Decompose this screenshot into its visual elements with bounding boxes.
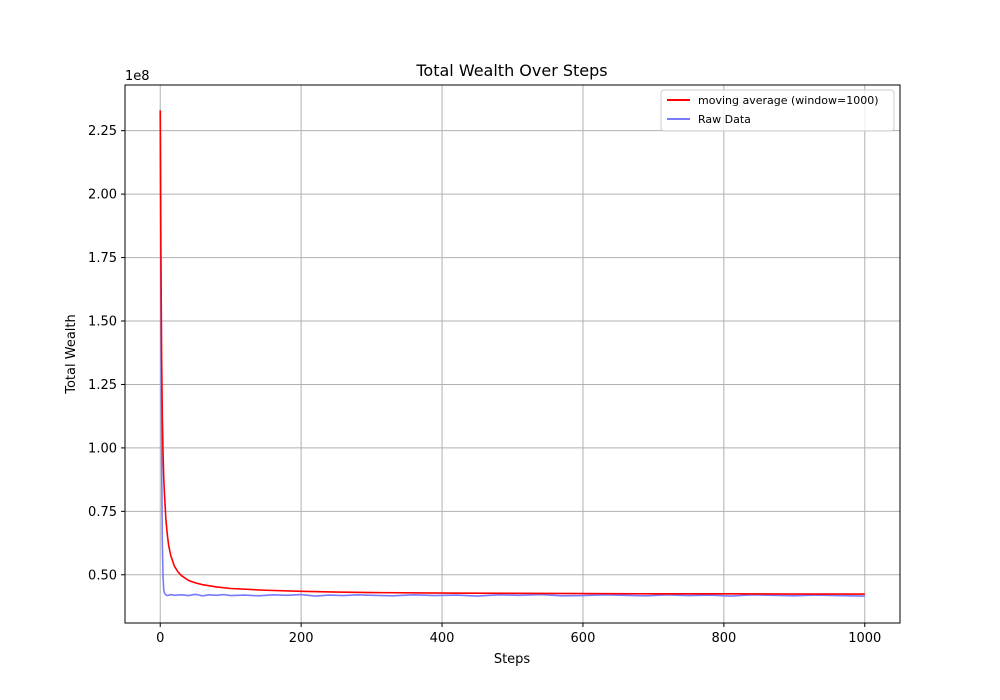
y-tick-label: 0.75 [88,505,117,520]
x-tick-label: 200 [289,631,314,646]
y-axis-offset-label: 1e8 [125,69,150,84]
legend: moving average (window=1000) Raw Data [660,89,895,132]
x-axis-label: Steps [494,652,531,667]
y-axis-label: Total Wealth [64,314,79,395]
x-tick-label: 600 [571,631,596,646]
legend-label-moving-average: moving average (window=1000) [698,94,879,107]
legend-box [660,89,895,132]
x-tick-label: 400 [430,631,455,646]
series-lines [159,110,865,597]
y-tick-label: 1.25 [88,378,117,393]
y-tick-label: 1.00 [88,441,117,456]
legend-label-raw-data: Raw Data [698,113,751,126]
raw-data-line [159,110,865,597]
y-tick-label: 1.75 [88,251,117,266]
x-tick-label: 800 [711,631,736,646]
grid [125,85,900,623]
y-tick-label: 0.50 [88,568,117,583]
y-tick-label: 1.50 [88,315,117,330]
y-tick-label: 2.00 [88,188,117,203]
axis-ticks: 0 200 400 600 800 1000 0.50 0.75 1.00 1.25 1.50 1.7… [88,124,881,646]
moving-average-line [159,110,865,595]
y-tick-label: 2.25 [88,124,117,139]
x-tick-label: 1000 [848,631,881,646]
chart-title: Total Wealth Over Steps [415,61,607,80]
plot-frame [124,84,901,624]
x-tick-label: 0 [156,631,164,646]
